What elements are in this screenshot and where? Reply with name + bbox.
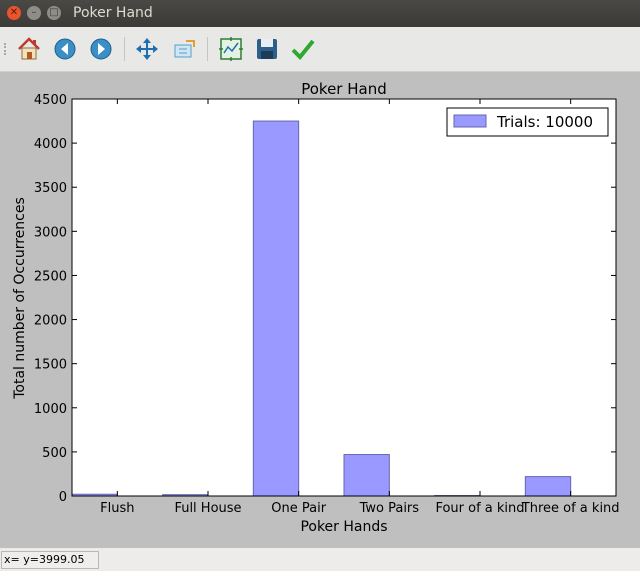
coordinate-readout: x= y=3999.05	[1, 551, 99, 569]
zoom-rect-icon	[174, 40, 195, 58]
x-axis-label: Poker Hands	[300, 519, 387, 535]
arrow-right-icon	[90, 38, 112, 60]
legend-label: Trials: 10000	[496, 113, 593, 131]
y-tick-label: 2000	[34, 314, 67, 329]
y-tick-label: 1500	[34, 358, 67, 373]
move-icon	[136, 38, 158, 60]
toolbar-separator	[207, 37, 208, 61]
y-tick-label: 500	[42, 446, 67, 461]
bar	[343, 454, 390, 497]
window-maximize-button[interactable]: □	[47, 6, 61, 20]
x-tick-label: Three of a kind	[521, 501, 620, 516]
title-bar: ✕ – □ Poker Hand	[0, 0, 640, 27]
checkmark-icon	[291, 39, 315, 60]
chart-title: Poker Hand	[301, 80, 387, 98]
x-tick-label: Two Pairs	[359, 501, 420, 516]
plot-area	[72, 99, 616, 496]
zoom-button[interactable]	[170, 35, 198, 63]
legend-swatch	[453, 114, 487, 128]
window-close-button[interactable]: ✕	[7, 6, 21, 20]
legend: Trials: 10000	[446, 107, 609, 137]
window-minimize-button[interactable]: –	[27, 6, 41, 20]
y-tick-label: 4500	[34, 93, 67, 108]
subplots-button[interactable]	[217, 35, 245, 63]
toolbar-grip[interactable]	[4, 43, 8, 55]
x-tick-label: Four of a kind	[435, 501, 524, 516]
save-button[interactable]	[253, 35, 281, 63]
save-icon	[257, 39, 277, 59]
subplots-icon	[219, 37, 243, 61]
toolbar-separator	[124, 37, 125, 61]
y-tick-label: 3000	[34, 225, 67, 240]
edit-axes-button[interactable]	[289, 35, 317, 63]
forward-button[interactable]	[87, 35, 115, 63]
bar	[524, 476, 572, 497]
window-title: Poker Hand	[73, 5, 153, 21]
y-tick-label: 1000	[34, 402, 67, 417]
y-tick-label: 0	[59, 490, 67, 505]
status-bar: x= y=3999.05	[0, 548, 640, 571]
y-tick-label: 2500	[34, 269, 67, 284]
arrow-left-icon	[54, 38, 76, 60]
home-icon	[18, 37, 40, 60]
y-tick-label: 4000	[34, 137, 67, 152]
y-axis-label: Total number of Occurrences	[12, 197, 28, 400]
bar	[252, 120, 300, 497]
home-button[interactable]	[15, 35, 43, 63]
x-tick-label: Full House	[174, 501, 241, 516]
back-button[interactable]	[51, 35, 79, 63]
y-tick-label: 3500	[34, 181, 67, 196]
x-tick-label: One Pair	[271, 501, 326, 516]
pan-button[interactable]	[133, 35, 161, 63]
bar-chart: Poker Hand 0 500 1000 1500 2000 2500 3000 3500 4…	[12, 80, 620, 535]
x-tick-label: Flush	[100, 501, 134, 516]
plot-frame	[71, 98, 617, 497]
navigation-toolbar	[0, 27, 640, 72]
